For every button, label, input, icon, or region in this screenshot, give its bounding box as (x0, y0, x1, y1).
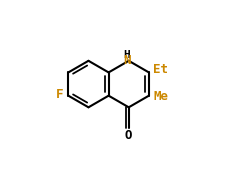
Text: N: N (122, 54, 130, 67)
Text: Et: Et (152, 63, 167, 76)
Text: Me: Me (153, 90, 168, 103)
Text: O: O (124, 129, 132, 142)
Text: H: H (123, 50, 130, 60)
Text: F: F (56, 88, 64, 101)
